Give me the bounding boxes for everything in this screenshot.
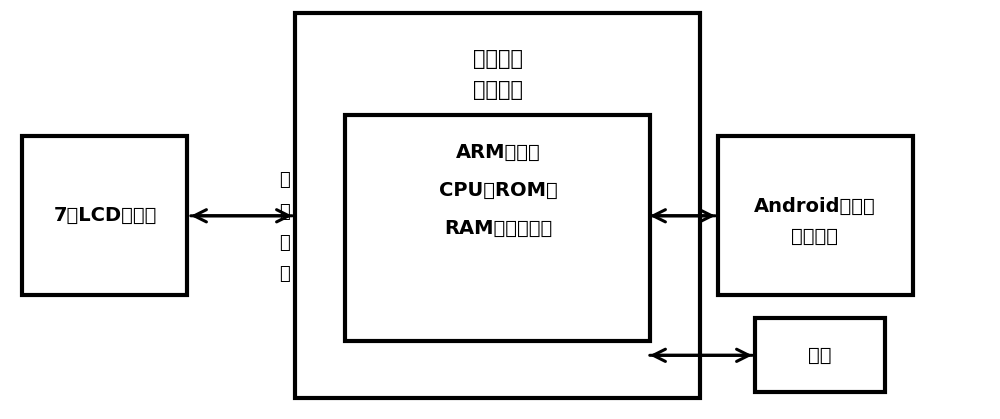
Bar xyxy=(22,136,187,295)
Text: 晶: 晶 xyxy=(279,203,289,220)
Text: 口: 口 xyxy=(279,266,289,283)
Bar xyxy=(295,13,700,398)
Text: 7寸LCD液晶屏: 7寸LCD液晶屏 xyxy=(53,206,157,225)
Text: 车载装置: 车载装置 xyxy=(473,80,523,100)
Text: ARM核心板: ARM核心板 xyxy=(456,143,540,163)
Text: 电动汽车: 电动汽车 xyxy=(473,49,523,70)
Bar xyxy=(718,136,913,295)
Text: 接: 接 xyxy=(279,234,289,252)
Text: CPU、ROM、: CPU、ROM、 xyxy=(439,181,557,200)
Bar xyxy=(755,318,885,392)
Bar xyxy=(345,115,650,341)
Text: RAM时钟、复位: RAM时钟、复位 xyxy=(444,219,552,238)
Text: 按键: 按键 xyxy=(808,346,832,365)
Text: 液: 液 xyxy=(279,171,289,189)
Text: 操作系统: 操作系统 xyxy=(792,227,838,246)
Text: Android嵌入式: Android嵌入式 xyxy=(754,197,876,216)
